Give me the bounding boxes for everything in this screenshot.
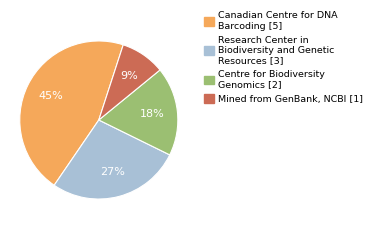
Wedge shape xyxy=(20,41,123,185)
Text: 45%: 45% xyxy=(38,91,63,101)
Wedge shape xyxy=(99,45,160,120)
Text: 18%: 18% xyxy=(140,109,165,119)
Wedge shape xyxy=(54,120,170,199)
Legend: Canadian Centre for DNA
Barcoding [5], Research Center in
Biodiversity and Genet: Canadian Centre for DNA Barcoding [5], R… xyxy=(202,10,365,106)
Wedge shape xyxy=(99,70,178,155)
Text: 9%: 9% xyxy=(120,71,138,81)
Text: 27%: 27% xyxy=(100,167,125,177)
